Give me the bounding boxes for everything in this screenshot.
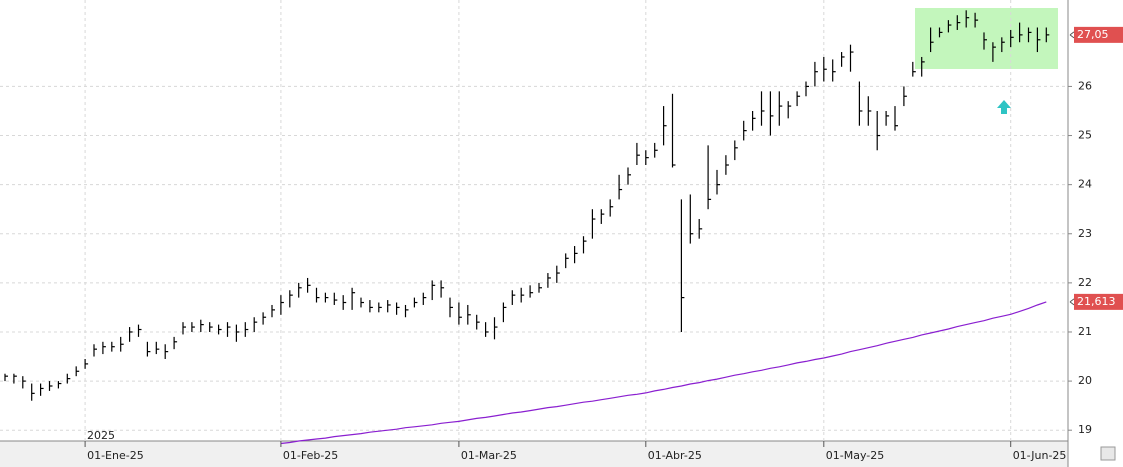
year-label: 2025 — [87, 429, 115, 442]
price-tag — [1074, 26, 1123, 43]
price-tag — [1074, 293, 1123, 310]
x-tick-label: 01-Ene-25 — [87, 449, 144, 462]
y-tick-label: 21 — [1078, 325, 1092, 338]
x-tick-label: 01-Abr-25 — [648, 449, 702, 462]
y-tick-label: 25 — [1078, 129, 1092, 142]
corner-icon — [1100, 446, 1116, 461]
highlight-box — [915, 8, 1058, 69]
y-tick-label: 22 — [1078, 276, 1092, 289]
y-tick-label: 23 — [1078, 227, 1092, 240]
arrow-up — [997, 100, 1011, 114]
y-tick-label: 26 — [1078, 79, 1092, 92]
price-tag-arrow — [1069, 298, 1075, 306]
x-tick-label: 01-May-25 — [826, 449, 884, 462]
x-tick-label: 01-Jun-25 — [1013, 449, 1067, 462]
price-tag-label: 27,05 — [1077, 28, 1109, 41]
y-tick-label: 20 — [1078, 374, 1092, 387]
y-tick-label: 24 — [1078, 178, 1092, 191]
price-tag-label: 21,613 — [1077, 295, 1116, 308]
price-tag-arrow — [1069, 31, 1075, 39]
y-tick-label: 19 — [1078, 423, 1092, 436]
moving-average — [280, 301, 1047, 445]
x-axis-band — [0, 441, 1068, 467]
x-tick-label: 01-Mar-25 — [461, 449, 517, 462]
x-tick-label: 01-Feb-25 — [283, 449, 338, 462]
plot: 01-Ene-25 01-Feb-25 01-Mar-25 01-Abr-25 01-M… — [0, 0, 1068, 462]
